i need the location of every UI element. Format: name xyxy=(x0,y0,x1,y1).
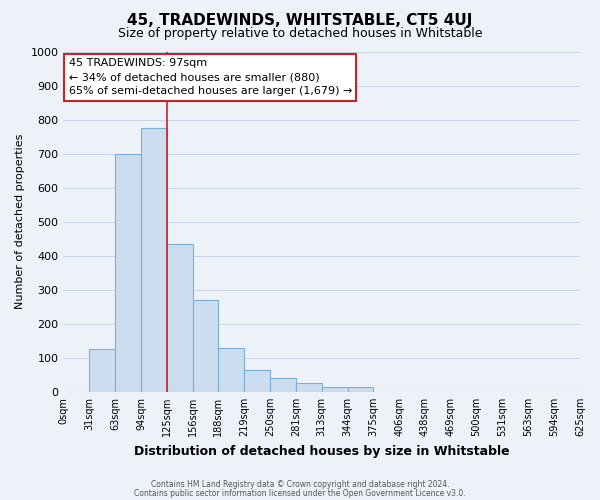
X-axis label: Distribution of detached houses by size in Whitstable: Distribution of detached houses by size … xyxy=(134,444,509,458)
Bar xyxy=(167,244,193,392)
Bar xyxy=(141,128,167,392)
Bar xyxy=(115,154,141,392)
Bar xyxy=(347,387,373,392)
Text: 45 TRADEWINDS: 97sqm
← 34% of detached houses are smaller (880)
65% of semi-deta: 45 TRADEWINDS: 97sqm ← 34% of detached h… xyxy=(68,58,352,96)
Text: Contains public sector information licensed under the Open Government Licence v3: Contains public sector information licen… xyxy=(134,488,466,498)
Text: Contains HM Land Registry data © Crown copyright and database right 2024.: Contains HM Land Registry data © Crown c… xyxy=(151,480,449,489)
Bar xyxy=(244,370,270,392)
Bar xyxy=(193,300,218,392)
Text: 45, TRADEWINDS, WHITSTABLE, CT5 4UJ: 45, TRADEWINDS, WHITSTABLE, CT5 4UJ xyxy=(127,12,473,28)
Y-axis label: Number of detached properties: Number of detached properties xyxy=(15,134,25,310)
Bar xyxy=(322,387,347,392)
Bar xyxy=(89,350,115,392)
Bar xyxy=(296,384,322,392)
Text: Size of property relative to detached houses in Whitstable: Size of property relative to detached ho… xyxy=(118,28,482,40)
Bar xyxy=(218,348,244,392)
Bar xyxy=(270,378,296,392)
